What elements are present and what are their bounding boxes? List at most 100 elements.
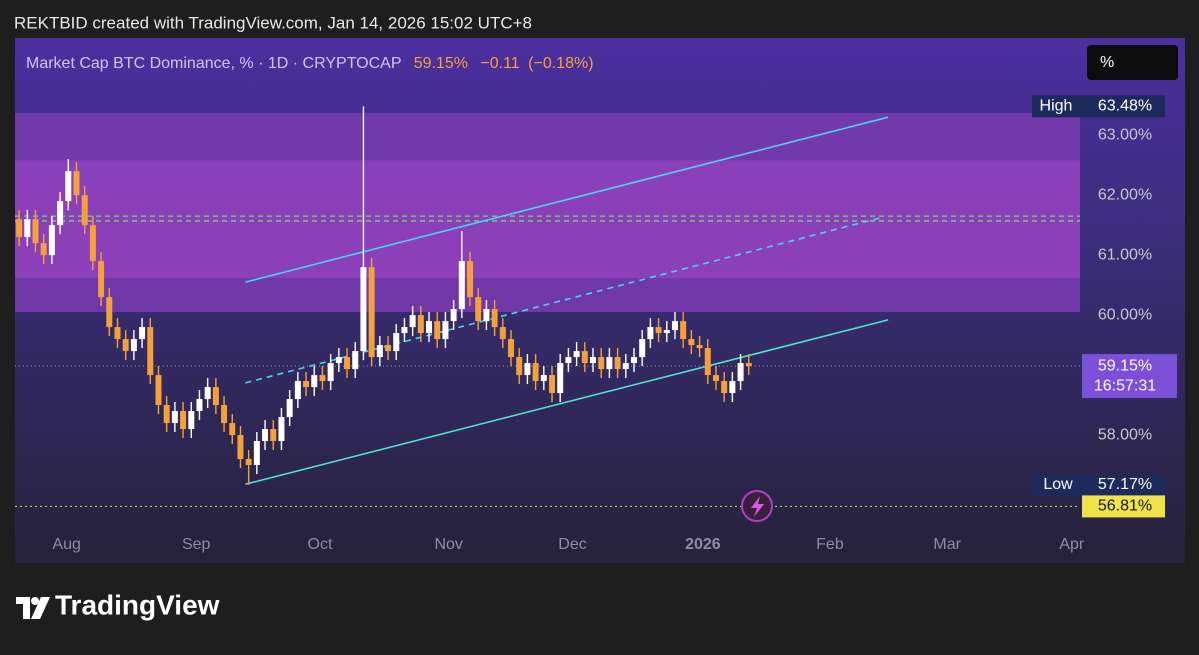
candle-body [680,321,687,340]
candle-body [32,219,39,244]
candle-body [688,339,695,346]
lightning [751,496,764,517]
candle-body [508,339,515,358]
candle-body [426,321,433,334]
x-tick-label: Sep [182,536,211,553]
candle-body [360,267,367,352]
candle-body [163,405,170,424]
candle-body [573,351,580,358]
candle-body [385,345,392,352]
legend-last: 59.15% [414,55,468,72]
unit-button[interactable] [1087,45,1178,80]
y-tick-label: 60.00% [1098,306,1152,323]
candle-body [712,375,719,382]
logo-mark [16,597,30,619]
candle-body [57,201,64,226]
legend-change-pct: (−0.18%) [528,55,593,72]
candle-body [467,261,474,298]
candle-body [114,327,121,340]
candle-body [557,363,564,394]
unit-button-label[interactable]: % [1100,54,1114,71]
candle-body [499,327,506,340]
candle-body [458,261,465,310]
y-tick-label: 58.00% [1098,426,1152,443]
candle-body [647,327,654,340]
candle-body [48,225,55,256]
candle-body [311,375,318,388]
last-label: 59.15% [1098,357,1152,374]
x-tick-label: Dec [558,536,586,553]
candle-body [581,351,588,364]
candle-body [147,327,154,376]
countdown: 16:57:31 [1094,377,1156,394]
logo-mark [31,597,50,619]
candle-body [253,441,260,466]
candle-body [516,357,523,376]
x-tick-label: Nov [434,536,462,553]
logo-dot [31,597,39,605]
candle-body [16,219,23,238]
candle-body [434,321,441,340]
candle-body [65,171,72,202]
x-tick-label: Oct [308,536,333,553]
y-tick-label: 62.00% [1098,186,1152,203]
candle-body [40,243,47,256]
candle-body [549,375,556,394]
candle-body [335,357,342,364]
candle-body [89,225,96,262]
candle-body [229,423,236,436]
candle-body [237,435,244,460]
candle-body [188,411,195,430]
candle-body [139,327,146,340]
low-name: Low [1043,476,1073,493]
candle-body [278,417,285,442]
y-tick-label: 61.00% [1098,246,1152,263]
candle-body [696,345,703,349]
candle-body [532,363,539,382]
candle-body [204,387,211,400]
candle-body [245,459,252,466]
candle-body [106,297,113,328]
candle-body [409,315,416,328]
x-tick-label: 2026 [685,536,721,553]
zone [15,160,1080,278]
y-tick-label: 63.00% [1098,126,1152,143]
high-name: High [1040,98,1073,115]
x-tick-label: Mar [933,536,961,553]
candle-body [475,297,482,322]
candle-body [180,411,187,430]
candle-body [450,309,457,322]
logo [16,597,50,619]
candle-body [155,375,162,406]
candle-body [221,405,228,424]
legend-title: Market Cap BTC Dominance, % · 1D · CRYPT… [26,55,401,72]
legend: Market Cap BTC Dominance, % · 1D · CRYPT… [26,55,594,72]
high-box [1032,95,1165,118]
last-box [1082,354,1177,399]
candle-body [319,375,326,382]
candle-body [401,327,408,334]
candle-body [130,339,137,352]
candle-body [745,363,752,367]
candle-body [524,363,531,376]
marker-box [1082,495,1165,518]
candle-body [196,399,203,412]
candle-body [590,357,597,364]
legend-change: −0.11 [480,55,519,72]
candle-body [344,357,351,370]
candle-body [565,357,572,364]
candle-body [622,363,629,370]
candle-body [171,411,178,424]
candle-body [606,357,613,370]
x-tick-label: Aug [52,536,80,553]
candle-body [327,363,334,382]
trend-line [245,319,889,485]
candle-body [598,357,605,370]
low-label: 57.17% [1098,476,1152,493]
x-tick-label: Apr [1059,536,1085,553]
candle-body [270,429,277,442]
candle-body [729,381,736,394]
candle-body [393,333,400,352]
